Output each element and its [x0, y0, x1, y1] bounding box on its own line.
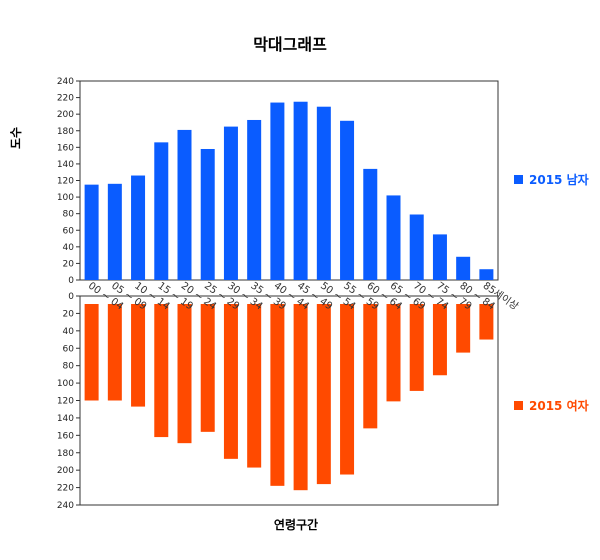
bar-male [177, 129, 192, 280]
legend-item-female[interactable]: 2015 여자 [514, 398, 589, 413]
upper-tick-label: 60 [63, 226, 75, 236]
lower-tick-label: 200 [57, 466, 74, 476]
bar-male [223, 126, 238, 281]
lower-tick-label: 160 [57, 431, 74, 441]
upper-tick-label: 0 [68, 276, 74, 286]
upper-tick-label: 80 [63, 210, 75, 220]
bar-male [200, 148, 215, 280]
lower-tick-label: 40 [63, 327, 75, 337]
upper-y-axis: 0 20 40 60 80 100 120 140 160 180 200 220 240 [57, 77, 80, 286]
bar-male [107, 183, 122, 280]
lower-tick-label: 220 [57, 484, 74, 494]
upper-tick-label: 120 [57, 177, 74, 187]
female-series [84, 304, 494, 491]
bar-female [107, 304, 122, 401]
bar-male [456, 256, 471, 280]
legend: 2015 남자 2015 여자 [514, 172, 589, 413]
bar-female [177, 304, 192, 444]
bar-female [247, 304, 262, 468]
upper-tick-label: 200 [57, 110, 74, 120]
y-axis-title-text: 도수 [9, 127, 23, 149]
bar-female [200, 304, 215, 432]
bar-male [363, 168, 378, 280]
upper-tick-label: 100 [57, 193, 74, 203]
lower-tick-label: 100 [57, 379, 74, 389]
lower-tick-label: 60 [63, 344, 75, 354]
legend-item-male[interactable]: 2015 남자 [514, 172, 589, 187]
bar-female [386, 304, 401, 402]
chart-title: 막대그래프 [253, 35, 327, 54]
bar-male [270, 102, 285, 280]
bar-male [479, 269, 494, 280]
y-axis-title: 도수 [9, 127, 23, 149]
legend-label-female: 2015 여자 [529, 398, 589, 413]
bar-female [456, 304, 471, 353]
lower-tick-label: 180 [57, 449, 74, 459]
lower-tick-label: 240 [57, 501, 74, 511]
upper-tick-label: 240 [57, 77, 74, 87]
bar-male [432, 234, 447, 280]
bar-male [340, 120, 355, 280]
bar-male [131, 175, 146, 280]
x-axis-title: 연령구간 [274, 517, 318, 532]
bar-male [84, 184, 99, 280]
bar-female [223, 304, 238, 459]
upper-tick-label: 140 [57, 160, 74, 170]
bar-male [409, 214, 424, 280]
bar-male [293, 101, 308, 281]
bar-male [316, 106, 331, 281]
legend-swatch-male [514, 175, 523, 184]
upper-tick-label: 160 [57, 143, 74, 153]
legend-label-male: 2015 남자 [529, 172, 589, 187]
bar-female [409, 304, 424, 391]
legend-swatch-female [514, 401, 523, 410]
bar-female [270, 304, 285, 486]
upper-tick-label: 40 [63, 243, 75, 253]
lower-tick-label: 0 [68, 292, 74, 302]
bar-female [131, 304, 146, 407]
bar-female [84, 304, 99, 401]
lower-tick-label: 120 [57, 397, 74, 407]
bar-female [316, 304, 331, 485]
bar-female [479, 304, 494, 340]
lower-y-axis: 0 20 40 60 80 100 120 140 160 180 200 220 240 [57, 292, 80, 511]
bar-male [247, 119, 262, 281]
upper-tick-label: 220 [57, 94, 74, 104]
lower-tick-label: 80 [63, 362, 75, 372]
bar-female [154, 304, 169, 438]
lower-tick-label: 140 [57, 414, 74, 424]
bar-female [293, 304, 308, 491]
bar-male [386, 195, 401, 280]
upper-tick-label: 20 [63, 259, 75, 269]
upper-tick-label: 180 [57, 127, 74, 137]
male-series [84, 101, 494, 281]
bar-female [363, 304, 378, 429]
bar-female [340, 304, 355, 475]
bar-male [154, 142, 169, 280]
bar-female [432, 304, 447, 376]
lower-tick-label: 20 [63, 309, 75, 319]
